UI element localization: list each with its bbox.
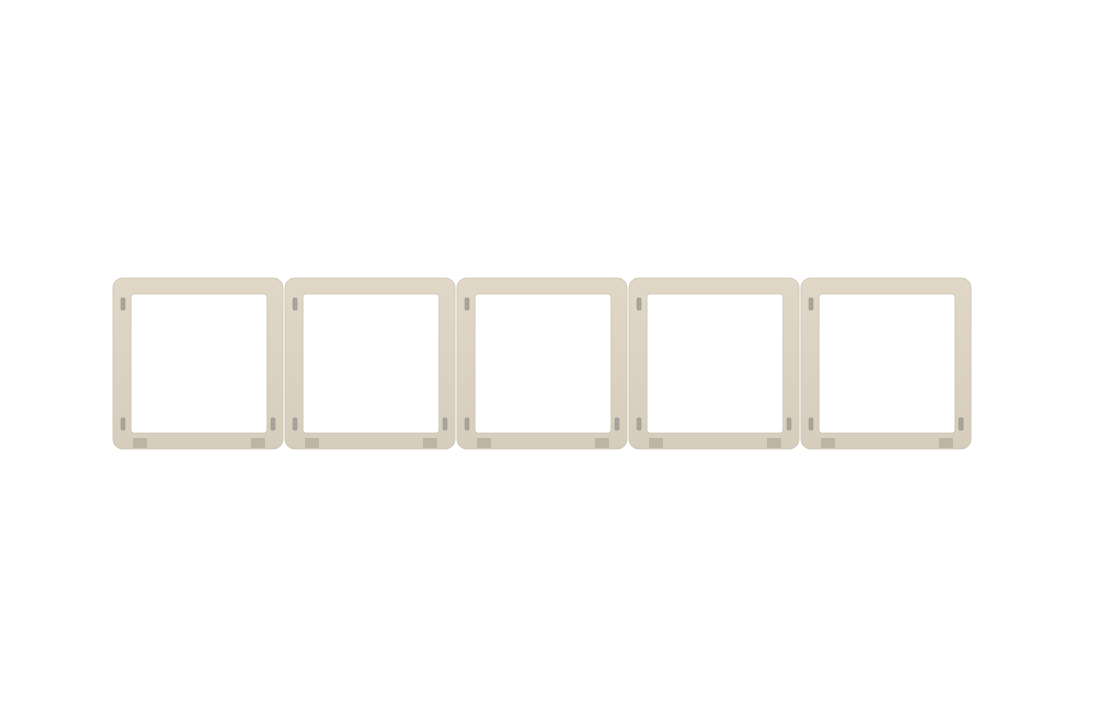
panel-frame: [800, 277, 972, 450]
panel-frame: [284, 277, 456, 450]
hinge: [958, 417, 964, 431]
panel-frame: [112, 277, 284, 450]
end-hinges: [958, 417, 964, 431]
panel-frame: [628, 277, 800, 450]
panel-frame: [456, 277, 628, 450]
